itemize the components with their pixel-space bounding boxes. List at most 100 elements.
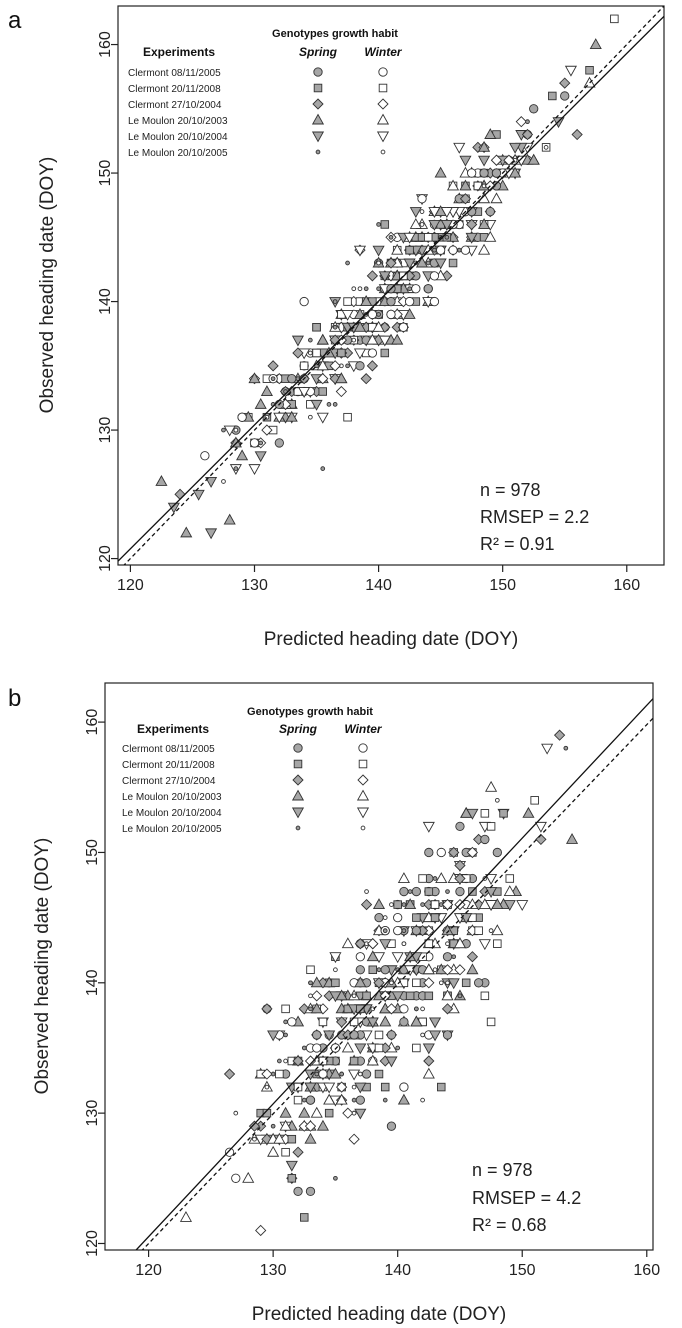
x-tick-label: 120	[117, 577, 144, 594]
data-point	[522, 806, 535, 818]
data-point	[192, 489, 205, 501]
data-point	[543, 145, 549, 150]
data-point	[478, 192, 491, 204]
data-point	[485, 206, 495, 217]
data-point	[466, 898, 479, 910]
data-point	[357, 1071, 363, 1077]
y-tick-label: 130	[97, 417, 114, 444]
x-tick-label: 160	[633, 1262, 660, 1279]
legend-entry-label: Le Moulon 20/10/2005	[128, 148, 228, 159]
data-point	[367, 309, 378, 320]
data-point	[432, 967, 438, 973]
panel-b-legend: Genotypes growth habit Experiments Sprin…	[122, 706, 383, 835]
x-tick-label: 160	[613, 577, 640, 594]
data-point	[399, 1004, 409, 1014]
data-point	[441, 924, 454, 936]
data-point	[437, 1082, 446, 1092]
data-point	[283, 1058, 288, 1064]
data-point	[174, 488, 186, 500]
data-point	[236, 449, 249, 461]
data-point	[457, 993, 463, 999]
legend-marker-spring	[313, 67, 323, 77]
data-point	[307, 414, 313, 420]
data-point	[329, 991, 342, 1003]
data-point	[448, 245, 458, 255]
data-point	[380, 348, 390, 358]
data-point	[382, 915, 388, 920]
data-point	[342, 1107, 354, 1119]
legend-marker-spring	[313, 83, 323, 93]
panel-b-points	[179, 729, 579, 1237]
data-point	[480, 809, 490, 818]
data-point	[486, 1017, 496, 1027]
data-point	[372, 898, 386, 910]
data-point	[270, 1123, 276, 1129]
data-point	[516, 900, 529, 912]
x-tick-label: 130	[260, 1262, 287, 1279]
data-point	[376, 312, 381, 317]
data-point	[285, 1160, 298, 1172]
data-point	[335, 1093, 348, 1105]
data-point	[351, 1110, 357, 1116]
panel-a-stats: n = 978 RMSEP = 2.2 R² = 0.91	[480, 480, 589, 554]
legend-marker-winter	[376, 131, 390, 143]
legend-col-winter: Winter	[344, 722, 383, 736]
data-point	[293, 1095, 303, 1105]
data-point	[292, 1055, 304, 1067]
data-point	[304, 1082, 317, 1094]
data-point	[300, 1213, 309, 1222]
data-point	[351, 1097, 357, 1103]
legend-marker-spring	[311, 131, 325, 143]
y-tick-label: 150	[84, 839, 101, 866]
data-point	[441, 1003, 454, 1015]
legend-entry-label: Clermont 20/11/2008	[122, 760, 215, 771]
panel-a-x-ticks: 120 130 140 150 160	[117, 565, 640, 594]
legend-entry-label: Clermont 27/10/2004	[122, 776, 216, 787]
data-point	[287, 1017, 297, 1027]
data-point	[422, 821, 435, 833]
legend-marker-winter	[358, 743, 368, 753]
data-point	[414, 1006, 419, 1012]
data-point	[360, 898, 373, 911]
data-point	[491, 924, 504, 936]
data-point	[376, 260, 381, 266]
data-point	[360, 373, 372, 385]
legend-col-spring: Spring	[279, 722, 318, 736]
data-point	[479, 168, 489, 178]
data-point	[509, 166, 522, 178]
data-point	[361, 1069, 372, 1079]
data-point	[441, 898, 454, 911]
data-point	[316, 1119, 330, 1131]
data-point	[343, 412, 352, 422]
data-point	[411, 284, 421, 294]
legend-marker-spring	[291, 807, 305, 819]
data-point	[341, 1041, 354, 1053]
data-point	[438, 980, 444, 986]
data-point	[485, 780, 498, 792]
data-point	[304, 1055, 317, 1067]
legend-marker-spring	[293, 743, 303, 753]
legend-marker-spring	[292, 774, 304, 786]
data-point	[492, 847, 502, 858]
data-point	[529, 104, 539, 114]
data-point	[374, 1030, 384, 1040]
legend-marker-winter	[356, 789, 370, 801]
data-point	[205, 477, 218, 488]
data-point	[460, 245, 471, 255]
data-point	[422, 1043, 435, 1055]
data-point	[589, 38, 602, 50]
data-point	[411, 886, 422, 897]
data-point	[348, 1069, 361, 1081]
data-point	[335, 372, 348, 384]
data-point	[376, 222, 381, 227]
data-point	[530, 796, 539, 805]
data-point	[305, 1186, 316, 1196]
stat-n: n = 978	[472, 1160, 533, 1180]
data-point	[389, 980, 394, 986]
panel-a-letter: a	[8, 7, 22, 34]
data-point	[267, 1145, 280, 1157]
legend-entry-label: Le Moulon 20/10/2005	[122, 824, 222, 835]
data-point	[179, 1210, 193, 1222]
data-point	[311, 990, 323, 1002]
data-point	[466, 951, 479, 963]
